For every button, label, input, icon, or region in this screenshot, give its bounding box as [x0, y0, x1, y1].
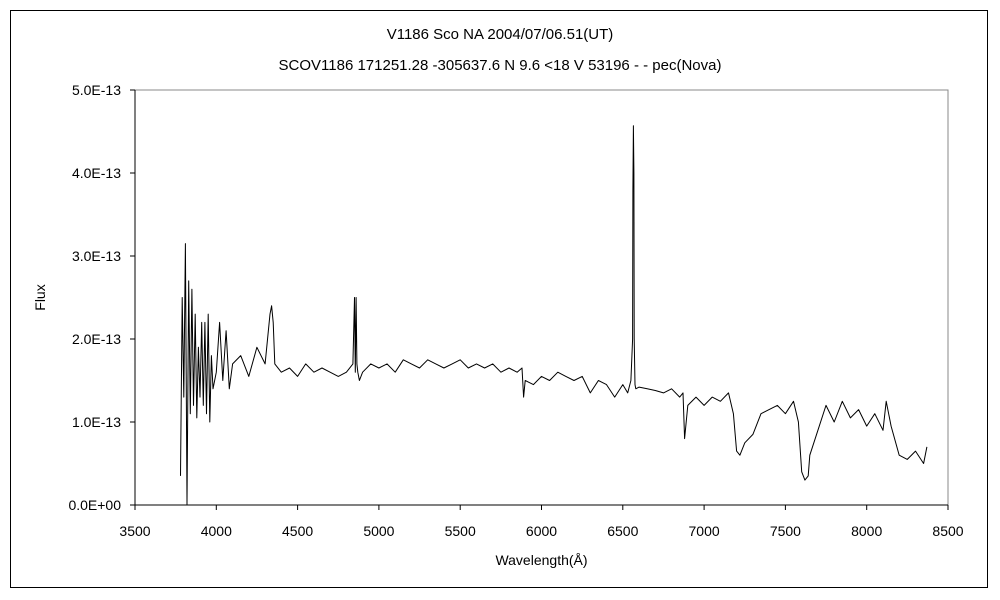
y-tick-label: 5.0E-13 — [72, 82, 121, 98]
x-tick-label: 4000 — [201, 523, 232, 539]
chart-frame — [10, 10, 988, 588]
x-tick-label: 3500 — [119, 523, 150, 539]
x-tick-label: 8500 — [932, 523, 963, 539]
x-axis: 3500 4000 4500 5000 5500 6000 6500 7000 7500 8000… — [119, 504, 964, 539]
y-axis: 0.0E+00 1.0E-13 2.0E-13 3.0E-13 4.0E-13 5.0E-… — [68, 82, 136, 513]
y-tick-label: 3.0E-13 — [72, 248, 121, 264]
spectrum-series-line — [180, 125, 928, 505]
chart-subtitle: SCOV1186 171251.28 -305637.6 N 9.6 <18 V… — [278, 57, 722, 74]
x-tick-label: 6500 — [607, 523, 638, 539]
x-tick-label: 4500 — [282, 523, 313, 539]
x-axis-label: Wavelength(Å) — [495, 552, 587, 568]
chart-title: V1186 Sco NA 2004/07/06.51(UT) — [386, 26, 614, 43]
x-tick-label: 8000 — [851, 523, 882, 539]
plot-area — [134, 89, 949, 506]
x-tick-label: 5500 — [445, 523, 476, 539]
x-tick-label: 7000 — [689, 523, 720, 539]
x-tick-label: 6000 — [526, 523, 557, 539]
y-tick-label: 4.0E-13 — [72, 165, 121, 181]
x-tick-label: 5000 — [363, 523, 394, 539]
y-tick-label: 1.0E-13 — [72, 414, 121, 430]
x-tick-label: 7500 — [770, 523, 801, 539]
series-layer — [180, 125, 928, 505]
y-tick-label: 0.0E+00 — [68, 497, 121, 513]
y-axis-label: Flux — [32, 284, 48, 310]
y-tick-label: 2.0E-13 — [72, 331, 121, 347]
